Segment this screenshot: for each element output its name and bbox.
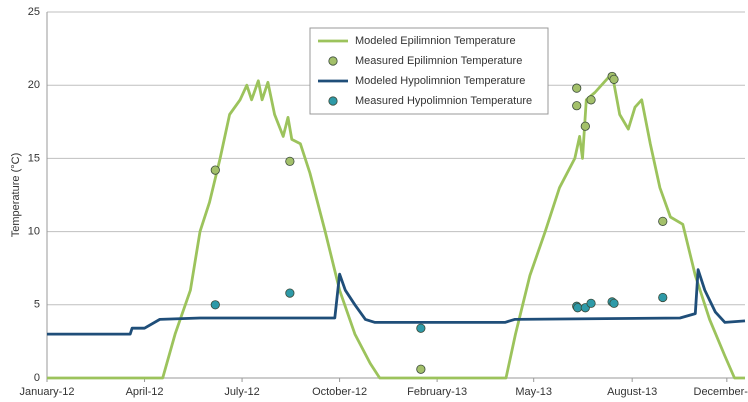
y-tick-label: 25: [28, 6, 40, 18]
data-point: [609, 298, 619, 308]
data-point: [210, 165, 220, 175]
x-tick-label: August-13: [607, 386, 657, 398]
data-point: [573, 303, 583, 313]
x-tick-label: April-12: [126, 386, 164, 398]
x-tick-label: July-12: [224, 386, 259, 398]
x-tick-label: February-13: [407, 386, 467, 398]
data-point: [210, 300, 220, 310]
data-point: [416, 364, 426, 374]
legend-label: Measured Epilimnion Temperature: [355, 55, 522, 67]
legend-label: Modeled Hypolimnion Temperature: [355, 75, 525, 87]
y-tick-label: 20: [28, 79, 40, 91]
x-tick-label: January-12: [19, 386, 74, 398]
data-point: [580, 121, 590, 131]
data-point: [416, 323, 426, 333]
y-tick-label: 0: [34, 372, 40, 384]
legend-label: Measured Hypolimnion Temperature: [355, 95, 532, 107]
x-tick-label: October-12: [312, 386, 367, 398]
y-tick-label: 15: [28, 152, 40, 164]
y-tick-label: 10: [28, 226, 40, 238]
legend-box: [309, 27, 549, 115]
data-point: [609, 74, 619, 84]
y-axis-title: Temperature (°C): [10, 153, 22, 237]
data-point: [586, 298, 596, 308]
legend-swatch: [328, 56, 338, 66]
data-point: [658, 292, 668, 303]
data-point: [586, 95, 596, 105]
line-series: [47, 268, 746, 336]
data-point: [285, 156, 295, 166]
line-series: [47, 72, 745, 380]
x-tick-label: May-13: [515, 386, 552, 398]
data-point: [658, 216, 668, 226]
data-point: [285, 288, 295, 298]
data-point: [572, 83, 582, 93]
legend-label: Modeled Epilimnion Temperature: [355, 35, 516, 47]
y-tick-label: 5: [34, 299, 40, 311]
x-tick-label: December-13: [694, 386, 748, 398]
legend-swatch: [328, 96, 338, 106]
data-point: [572, 101, 582, 111]
